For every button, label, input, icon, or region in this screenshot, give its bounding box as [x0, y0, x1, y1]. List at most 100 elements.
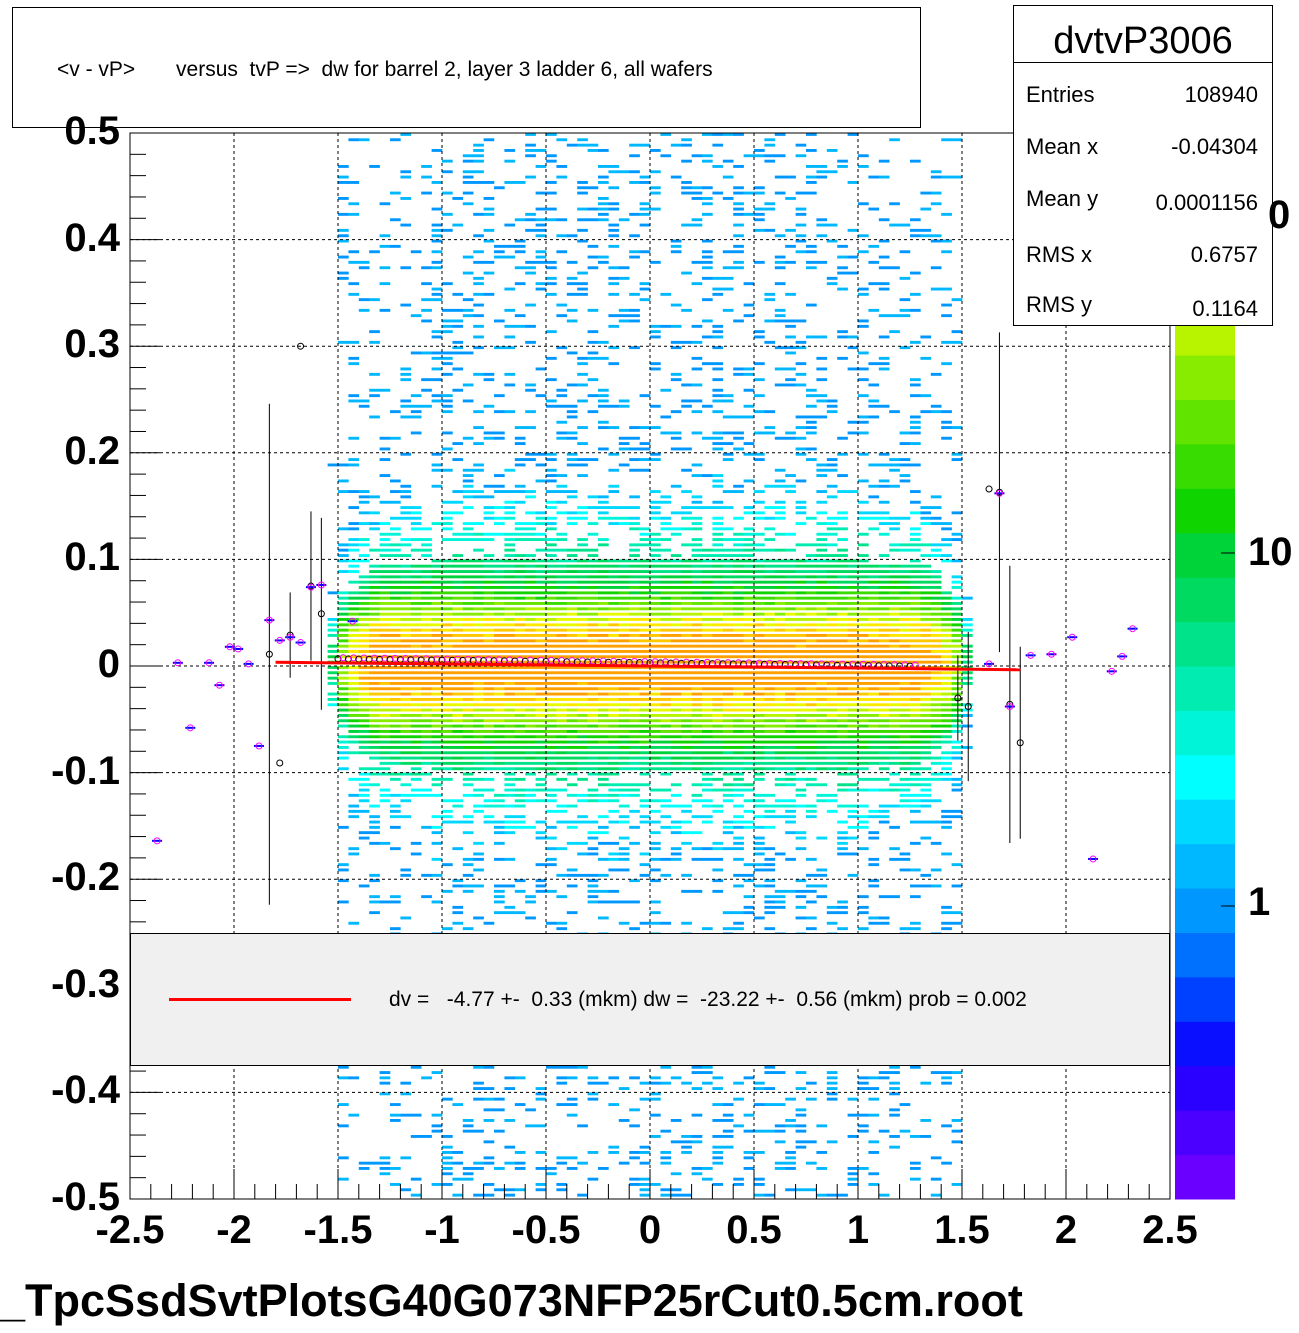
heat-cell — [951, 628, 963, 632]
heat-cell — [889, 740, 900, 744]
heat-cell — [431, 655, 443, 659]
heat-cell — [878, 282, 890, 286]
heat-cell — [930, 756, 942, 760]
heat-cell — [754, 815, 765, 819]
heat-cell — [452, 554, 464, 557]
heat-cell — [400, 607, 412, 611]
heat-cell — [754, 746, 765, 749]
heat-cell — [358, 623, 370, 627]
heat-cell — [826, 1081, 838, 1085]
heat-cell — [639, 250, 651, 254]
heat-cell — [795, 319, 807, 323]
heat-cell — [889, 698, 900, 701]
heat-cell — [743, 575, 755, 579]
heat-cell — [473, 1081, 484, 1085]
heat-cell — [452, 666, 464, 669]
heat-cell — [452, 575, 464, 579]
heat-cell — [338, 1076, 349, 1080]
heat-cell — [629, 612, 640, 616]
heat-cell — [390, 809, 401, 813]
heat-cell — [868, 660, 880, 664]
heat-cell — [421, 388, 432, 392]
heat-cell — [546, 746, 557, 749]
heat-cell — [462, 639, 474, 643]
heat-cell — [733, 543, 744, 547]
heat-cell — [868, 682, 880, 685]
heat-cell — [941, 612, 952, 616]
heat-cell — [358, 746, 370, 749]
heat-cell — [774, 895, 786, 899]
heat-cell — [494, 484, 505, 488]
heat-cell — [483, 708, 495, 712]
heat-cell — [379, 612, 391, 616]
heat-cell — [650, 831, 661, 835]
heat-cell — [951, 676, 963, 680]
heat-cell — [504, 714, 516, 717]
heat-cell — [702, 756, 713, 760]
heat-cell — [410, 655, 422, 659]
heat-cell — [899, 868, 911, 872]
heat-cell — [639, 298, 651, 302]
heat-cell — [390, 500, 401, 504]
heat-cell — [608, 292, 620, 296]
heat-cell — [629, 559, 640, 563]
heat-cell — [400, 682, 412, 685]
heat-cell — [556, 767, 568, 771]
heat-cell — [525, 228, 536, 232]
heat-cell — [712, 554, 724, 557]
heat-cell — [462, 863, 474, 867]
heat-cell — [868, 857, 880, 861]
heat-cell — [806, 751, 817, 755]
heat-cell — [681, 607, 692, 611]
heat-cell — [327, 618, 339, 621]
heat-cell — [525, 708, 536, 712]
heat-cell — [754, 724, 765, 728]
heat-cell — [598, 181, 609, 184]
heat-cell — [587, 671, 599, 675]
heat-cell — [618, 703, 630, 707]
heat-cell — [598, 388, 609, 392]
heat-cell — [941, 628, 952, 632]
heat-cell — [941, 756, 952, 760]
heat-cell — [431, 394, 443, 398]
heat-cell — [847, 628, 859, 632]
heat-cell — [785, 175, 796, 179]
heat-cell — [868, 404, 880, 408]
heat-cell — [930, 548, 942, 552]
heat-cell — [410, 575, 422, 579]
heat-cell — [483, 692, 495, 696]
heat-cell — [722, 602, 734, 605]
heat-cell — [618, 559, 630, 563]
heat-cell — [670, 804, 682, 808]
heat-cell — [837, 820, 848, 824]
heat-cell — [556, 1103, 568, 1106]
heat-cell — [442, 719, 453, 723]
heat-cell — [702, 676, 713, 680]
heat-cell — [639, 607, 651, 611]
heat-cell — [494, 895, 505, 899]
heat-cell — [764, 1103, 776, 1106]
heat-cell — [504, 346, 516, 350]
heat-cell — [639, 628, 651, 632]
heat-cell — [847, 1097, 859, 1101]
heat-cell — [868, 831, 880, 835]
heat-cell — [691, 1071, 703, 1074]
heat-cell — [702, 212, 713, 216]
heat-cell — [566, 431, 578, 435]
heat-cell — [608, 761, 620, 765]
heat-cell — [764, 154, 776, 158]
heat-cell — [743, 756, 755, 760]
heat-cell — [473, 181, 484, 184]
heat-cell — [629, 628, 640, 632]
heat-cell — [889, 895, 900, 899]
heat-cell — [452, 511, 464, 515]
heat-cell — [930, 650, 942, 653]
heat-cell — [920, 543, 932, 547]
heat-cell — [514, 575, 526, 579]
heat-cell — [816, 623, 828, 627]
heat-cell — [514, 708, 526, 712]
heat-cell — [712, 324, 724, 328]
heat-cell — [650, 692, 661, 696]
heat-cell — [598, 639, 609, 643]
heat-cell — [327, 463, 339, 467]
